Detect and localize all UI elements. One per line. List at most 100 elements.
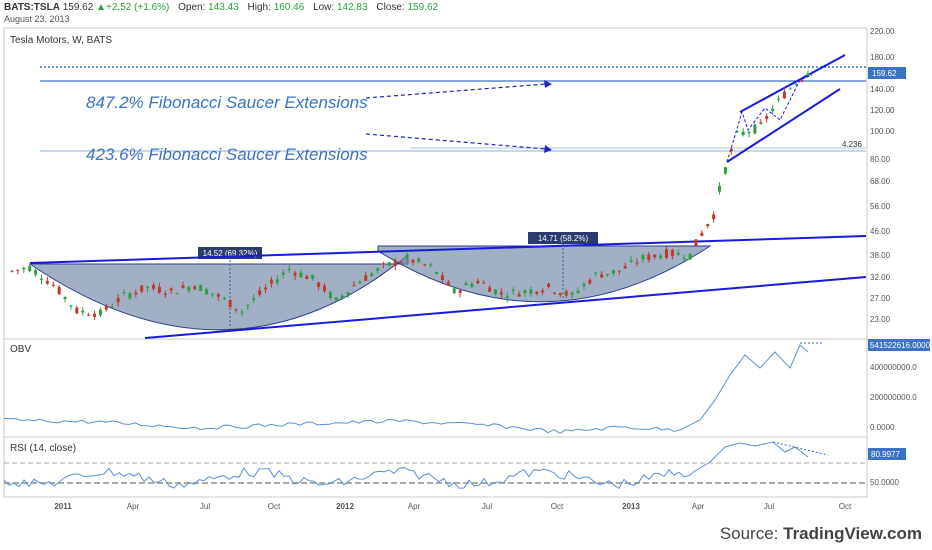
candle-body[interactable]	[234, 308, 238, 310]
candle-body[interactable]	[93, 313, 97, 318]
candle-body[interactable]	[452, 288, 456, 294]
candle-body[interactable]	[718, 186, 722, 192]
candle-body[interactable]	[75, 307, 79, 314]
candle-body[interactable]	[588, 279, 592, 284]
candle-body[interactable]	[387, 262, 391, 266]
candle-body[interactable]	[140, 285, 144, 292]
candle-body[interactable]	[411, 259, 415, 263]
candle-body[interactable]	[299, 272, 303, 278]
candle-body[interactable]	[22, 267, 26, 270]
candle-body[interactable]	[765, 115, 769, 120]
candle-body[interactable]	[476, 280, 480, 284]
candle-body[interactable]	[169, 288, 173, 291]
candle-body[interactable]	[328, 292, 332, 298]
candle-body[interactable]	[287, 269, 291, 271]
candle-body[interactable]	[570, 292, 574, 295]
candle-body[interactable]	[364, 275, 368, 281]
candle-body[interactable]	[358, 281, 362, 284]
candle-body[interactable]	[205, 289, 209, 295]
candle-body[interactable]	[688, 253, 692, 260]
candle-body[interactable]	[706, 224, 710, 227]
candle-body[interactable]	[541, 290, 545, 293]
candle-body[interactable]	[199, 285, 203, 292]
candle-body[interactable]	[317, 282, 321, 287]
candle-body[interactable]	[629, 260, 633, 262]
candle-body[interactable]	[381, 263, 385, 265]
candle-body[interactable]	[222, 297, 226, 299]
candle-body[interactable]	[175, 292, 179, 295]
candle-body[interactable]	[558, 293, 562, 296]
candle-body[interactable]	[617, 270, 621, 272]
candle-body[interactable]	[647, 254, 651, 261]
candle-body[interactable]	[252, 298, 256, 300]
candle-body[interactable]	[340, 295, 344, 298]
candle-body[interactable]	[464, 283, 468, 286]
candle-body[interactable]	[193, 286, 197, 290]
candle-body[interactable]	[181, 285, 185, 289]
candle-body[interactable]	[157, 286, 161, 293]
candle-body[interactable]	[564, 291, 568, 296]
candle-body[interactable]	[128, 293, 132, 299]
candle-body[interactable]	[187, 286, 191, 291]
candle-body[interactable]	[641, 255, 645, 260]
candle-body[interactable]	[499, 292, 503, 295]
candle-body[interactable]	[694, 239, 698, 246]
candle-body[interactable]	[405, 254, 409, 258]
candle-body[interactable]	[104, 306, 108, 310]
candle-body[interactable]	[311, 274, 315, 279]
candle-body[interactable]	[676, 252, 680, 256]
candle-body[interactable]	[399, 261, 403, 263]
candle-body[interactable]	[552, 292, 556, 294]
candle-body[interactable]	[334, 297, 338, 301]
candle-body[interactable]	[152, 285, 156, 289]
candle-body[interactable]	[45, 280, 49, 284]
candle-body[interactable]	[670, 249, 674, 257]
candle-body[interactable]	[594, 272, 598, 274]
candle-body[interactable]	[51, 284, 55, 286]
candle-body[interactable]	[258, 290, 262, 295]
candle-body[interactable]	[116, 297, 120, 303]
candle-body[interactable]	[210, 293, 214, 295]
candle-body[interactable]	[39, 278, 43, 280]
candle-body[interactable]	[788, 88, 792, 90]
candle-body[interactable]	[429, 264, 433, 266]
candle-body[interactable]	[246, 304, 250, 306]
candle-body[interactable]	[482, 282, 486, 284]
candle-body[interactable]	[493, 289, 497, 295]
symbol[interactable]: BATS:TSLA	[4, 2, 60, 13]
candle-body[interactable]	[653, 254, 657, 258]
candle-body[interactable]	[122, 292, 126, 294]
candle-body[interactable]	[216, 294, 220, 297]
candle-body[interactable]	[293, 272, 297, 276]
candle-body[interactable]	[523, 290, 527, 293]
candle-body[interactable]	[741, 131, 745, 135]
candle-body[interactable]	[635, 262, 639, 264]
candle-body[interactable]	[63, 296, 67, 299]
candle-body[interactable]	[346, 292, 350, 295]
candle-body[interactable]	[600, 274, 604, 278]
candle-body[interactable]	[777, 98, 781, 100]
candle-body[interactable]	[759, 122, 763, 124]
candle-body[interactable]	[517, 293, 521, 297]
candle-body[interactable]	[753, 124, 757, 134]
candle-body[interactable]	[682, 257, 686, 259]
candle-body[interactable]	[611, 270, 615, 274]
candle-body[interactable]	[275, 279, 279, 283]
candle-body[interactable]	[281, 272, 285, 275]
candle-body[interactable]	[529, 289, 533, 294]
candle-body[interactable]	[16, 269, 20, 271]
candle-body[interactable]	[34, 269, 38, 275]
candle-body[interactable]	[98, 309, 102, 316]
candle-body[interactable]	[659, 255, 663, 259]
candle-body[interactable]	[511, 289, 515, 291]
candle-body[interactable]	[87, 314, 91, 316]
candle-body[interactable]	[535, 291, 539, 294]
candle-body[interactable]	[735, 131, 739, 133]
candle-body[interactable]	[423, 264, 427, 266]
candle-body[interactable]	[606, 273, 610, 275]
candle-body[interactable]	[806, 73, 810, 76]
candle-body[interactable]	[417, 258, 421, 262]
candle-body[interactable]	[146, 286, 150, 288]
candle-body[interactable]	[240, 311, 244, 313]
